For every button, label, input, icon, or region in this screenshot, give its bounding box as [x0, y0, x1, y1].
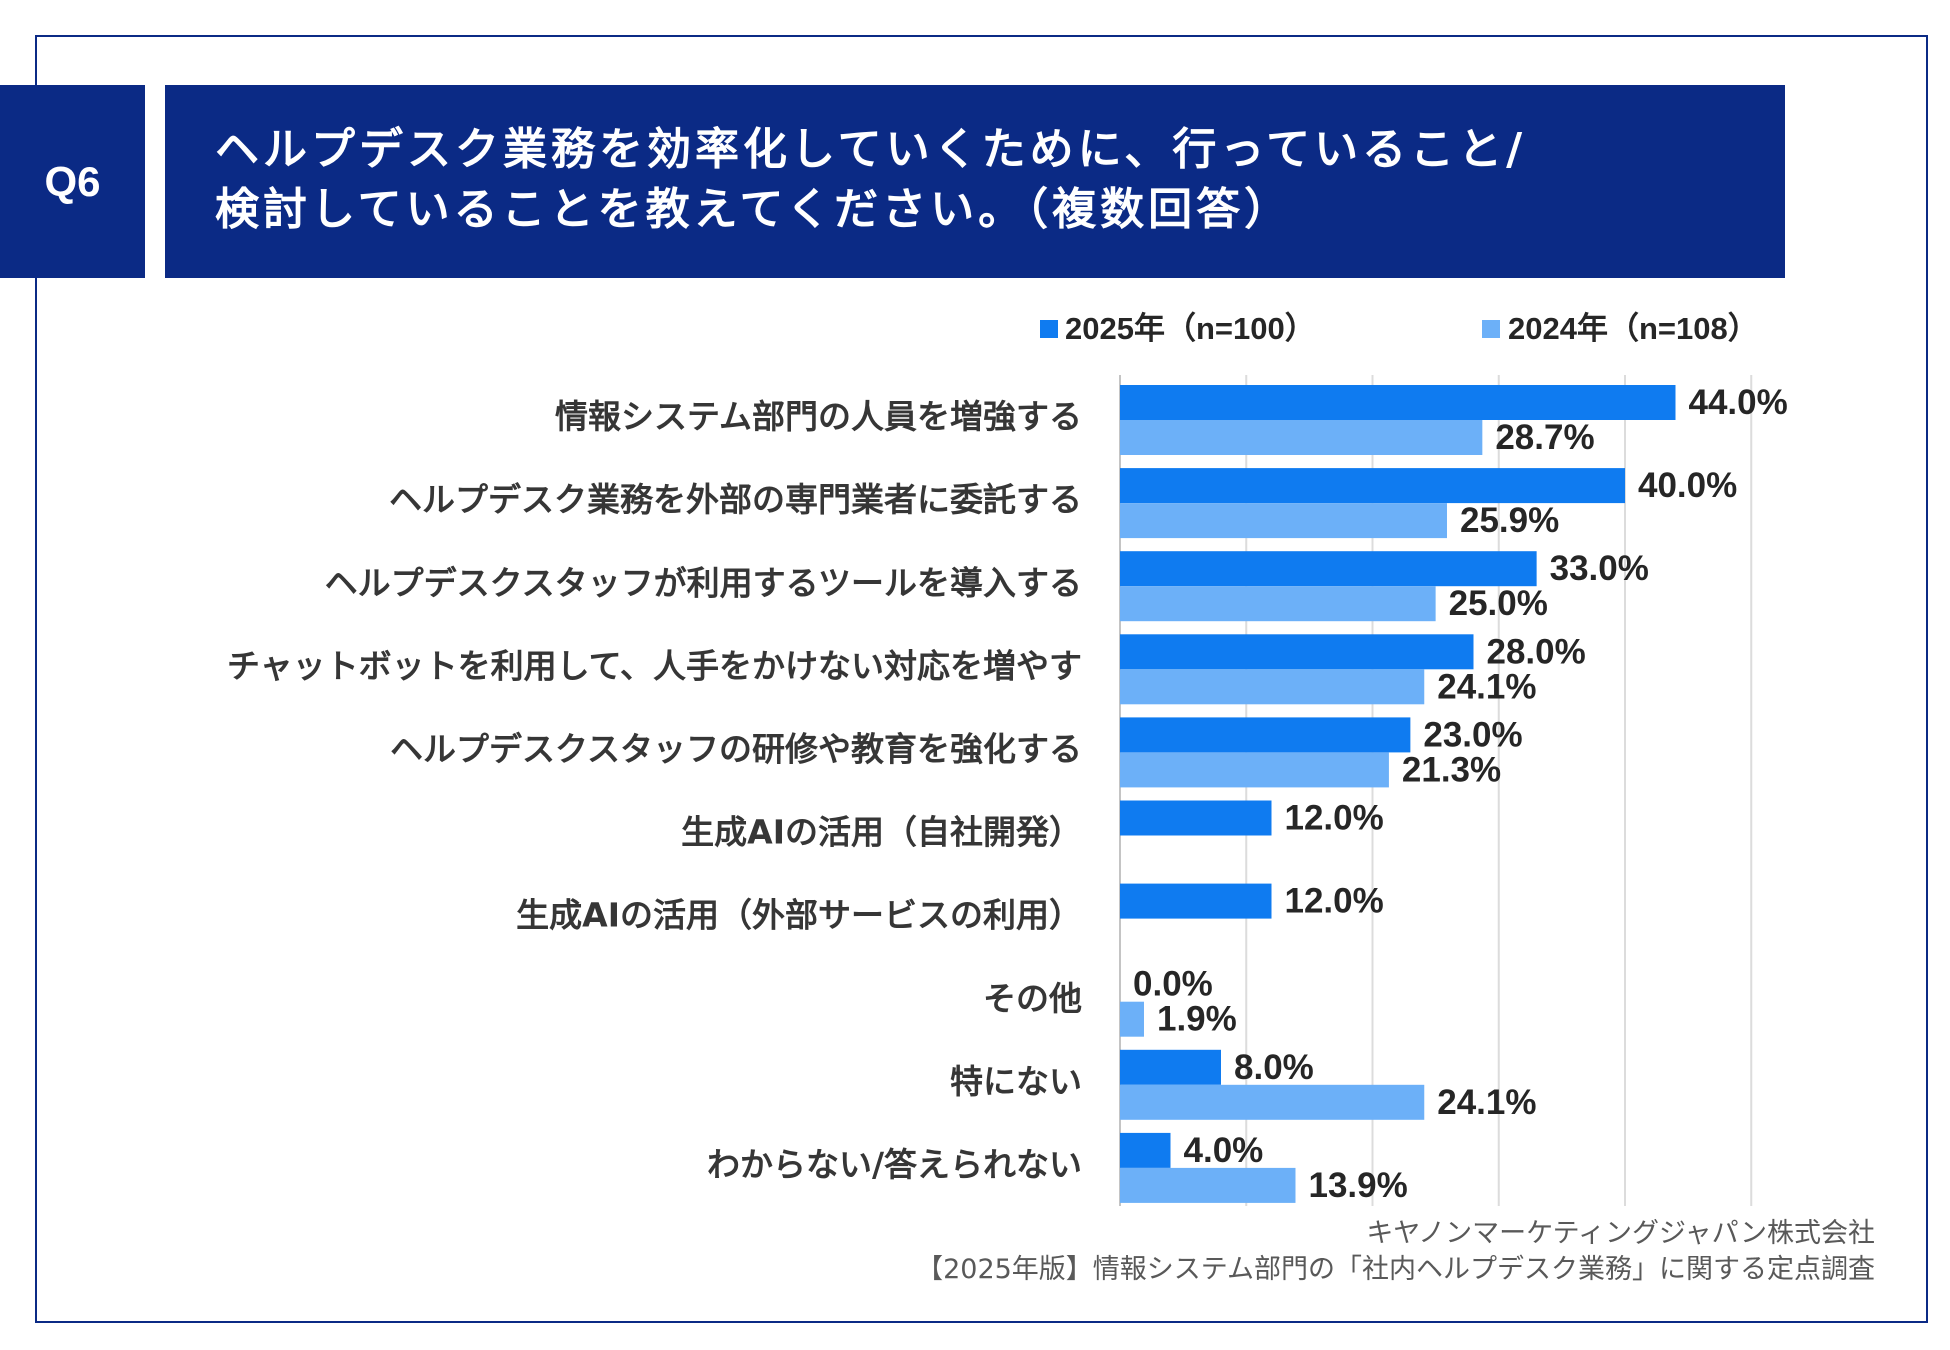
category-label: わからない/答えられない: [707, 1145, 1082, 1184]
category-label: 生成AIの活用（自社開発）: [681, 813, 1082, 852]
legend-swatch-2025: [1040, 320, 1058, 338]
category-label: 特にない: [950, 1062, 1082, 1101]
value-label-2025: 44.0%: [1689, 383, 1788, 422]
question-badge: Q6: [0, 85, 145, 278]
title-banner: ヘルプデスク業務を効率化していくために、行っていること/ 検討していることを教え…: [165, 85, 1785, 278]
bar-2024: [1120, 1084, 1425, 1120]
footer-company: キヤノンマーケティングジャパン株式会社: [1366, 1218, 1875, 1249]
bar-2024: [1120, 669, 1425, 705]
value-label-2025: 23.0%: [1423, 715, 1522, 754]
category-label: ヘルプデスクスタッフが利用するツールを導入する: [325, 563, 1082, 602]
footer-survey-title: 【2025年版】情報システム部門の「社内ヘルプデスク業務」に関する定点調査: [916, 1254, 1875, 1285]
legend-label-2025: 2025年（n=100）: [1065, 311, 1316, 346]
category-label: チャットボットを利用して、人手をかけない対応を増やす: [227, 646, 1082, 685]
value-label-2024: 21.3%: [1402, 750, 1501, 789]
value-label-2025: 33.0%: [1550, 549, 1649, 588]
bar-2024: [1120, 503, 1447, 539]
value-label-2025: 28.0%: [1487, 632, 1586, 671]
category-label: ヘルプデスクスタッフの研修や教育を強化する: [390, 729, 1082, 768]
bar-2024: [1120, 1167, 1296, 1203]
value-label-2024: 28.7%: [1495, 418, 1594, 457]
category-label: ヘルプデスク業務を外部の専門業者に委託する: [389, 480, 1082, 519]
bar-2025: [1120, 883, 1272, 919]
value-label-2025: 40.0%: [1638, 466, 1737, 505]
bar-2025: [1120, 385, 1676, 420]
bar-2025: [1120, 634, 1474, 670]
legend-swatch-2024: [1482, 320, 1500, 338]
bar-2025: [1120, 551, 1537, 587]
value-label-2024: 13.9%: [1308, 1166, 1407, 1205]
value-label-2025: 4.0%: [1184, 1131, 1264, 1170]
bar-2025: [1120, 1049, 1221, 1085]
bar-2025: [1120, 1132, 1171, 1168]
value-label-2024: 25.9%: [1460, 501, 1559, 540]
value-label-2025: 12.0%: [1285, 799, 1384, 838]
title-line-2: 検討していることを教えてください。（複数回答）: [215, 184, 1293, 235]
value-label-2024: 1.9%: [1157, 1000, 1237, 1039]
value-label-2025: 12.0%: [1285, 882, 1384, 921]
value-label-2025: 8.0%: [1234, 1048, 1314, 1087]
title-line-1: ヘルプデスク業務を効率化していくために、行っていること/: [215, 124, 1527, 175]
bar-2025: [1120, 717, 1411, 753]
category-label: 生成AIの活用（外部サービスの利用）: [516, 896, 1082, 935]
bar-2024: [1120, 752, 1389, 788]
bar-2024: [1120, 420, 1483, 455]
bar-2025: [1120, 468, 1625, 504]
category-label: 情報システム部門の人員を増強する: [555, 397, 1082, 436]
category-label: その他: [983, 979, 1082, 1018]
outer-frame: [35, 35, 1928, 1323]
value-label-2024: 25.0%: [1449, 584, 1548, 623]
value-label-2024: 24.1%: [1437, 1083, 1536, 1122]
legend-label-2024: 2024年（n=108）: [1508, 311, 1759, 346]
bar-2024: [1120, 586, 1436, 622]
value-label-2025: 0.0%: [1133, 965, 1213, 1004]
value-label-2024: 24.1%: [1437, 667, 1536, 706]
bar-2025: [1120, 800, 1272, 836]
bar-2024: [1120, 1001, 1144, 1037]
